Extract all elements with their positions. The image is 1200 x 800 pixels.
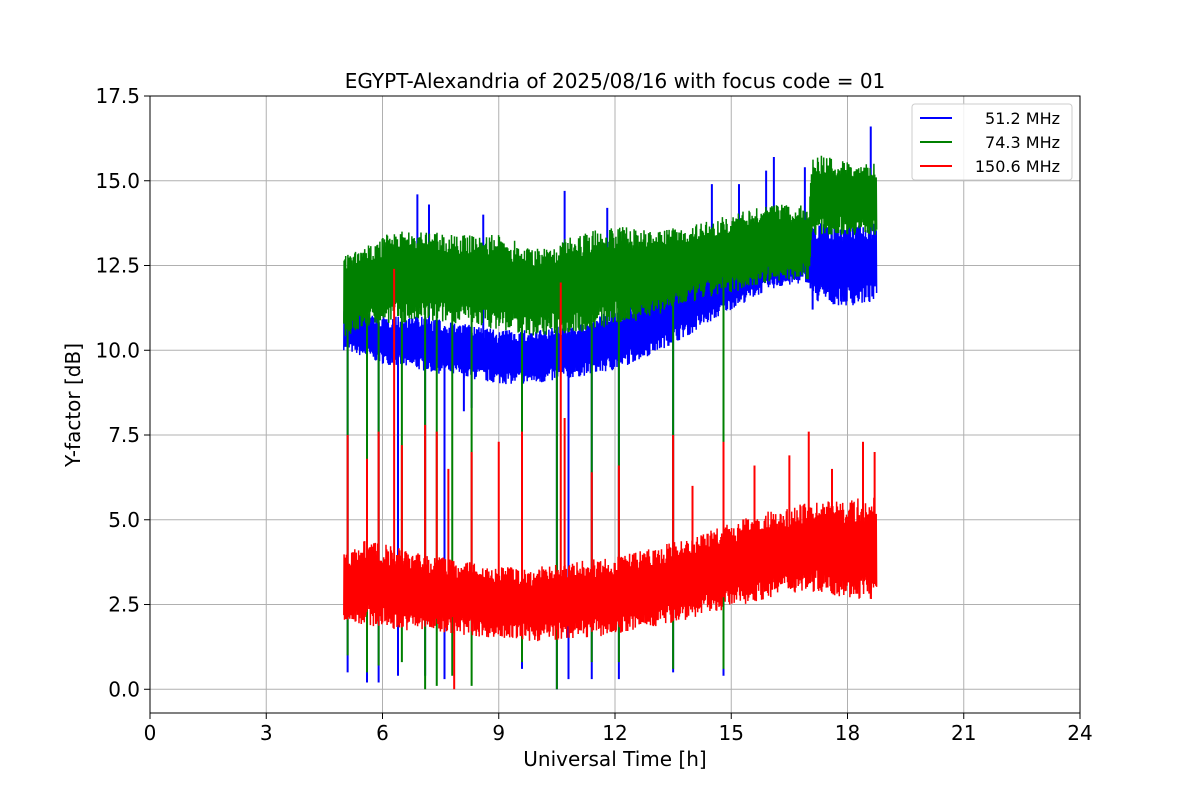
x-tick-label: 3 <box>260 721 273 745</box>
x-axis-title: Universal Time [h] <box>523 747 706 771</box>
x-tick-label: 6 <box>376 721 389 745</box>
y-tick-label: 2.5 <box>108 593 140 617</box>
legend-label: 74.3 MHz <box>985 133 1060 152</box>
legend-box <box>911 103 1073 181</box>
y-tick-label: 17.5 <box>95 84 140 108</box>
x-tick-label: 12 <box>602 721 627 745</box>
y-tick-label: 0.0 <box>108 677 140 701</box>
x-tick-label: 15 <box>719 721 744 745</box>
x-tick-label: 24 <box>1067 721 1092 745</box>
legend-label: 150.6 MHz <box>975 157 1060 176</box>
y-tick-label: 10.0 <box>95 338 140 362</box>
chart-title: EGYPT-Alexandria of 2025/08/16 with focu… <box>345 69 886 93</box>
plot-data <box>343 126 878 690</box>
legend-label: 51.2 MHz <box>985 109 1060 128</box>
y-tick-label: 7.5 <box>108 423 140 447</box>
series-line <box>343 497 878 642</box>
legend: 51.2 MHz 74.3 MHz 150.6 MHz <box>911 103 1073 181</box>
series-150-6-mhz <box>343 268 878 690</box>
y-tick-label: 15.0 <box>95 169 140 193</box>
series-line <box>343 155 878 336</box>
y-axis-title: Y-factor [dB] <box>61 343 85 468</box>
x-tick-label: 9 <box>492 721 505 745</box>
y-tick-label: 5.0 <box>108 508 140 532</box>
axis-ticks: 0 3 6 9 12 15 18 21 24 0.0 2.5 5.0 7.5 10.0 12.5 15.0 17… <box>95 84 1092 745</box>
y-tick-label: 12.5 <box>95 254 140 278</box>
x-tick-label: 21 <box>951 721 976 745</box>
x-tick-label: 0 <box>144 721 157 745</box>
x-tick-label: 18 <box>835 721 860 745</box>
